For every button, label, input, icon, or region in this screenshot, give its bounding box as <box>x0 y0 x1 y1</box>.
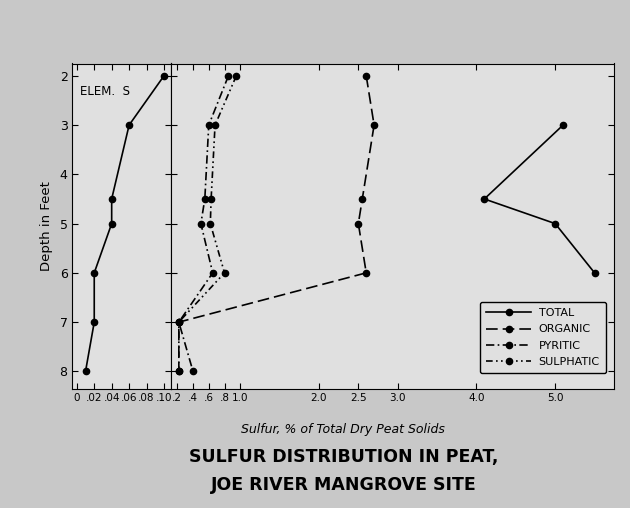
SULPHATIC <box>220 270 228 276</box>
Text: Sulfur, % of Total Dry Peat Solids: Sulfur, % of Total Dry Peat Solids <box>241 423 445 436</box>
SULPHATIC <box>207 196 215 202</box>
Y-axis label: Depth in Feet: Depth in Feet <box>40 181 53 271</box>
SULPHATIC <box>232 73 240 79</box>
PYRITIC <box>209 270 217 276</box>
Text: JOE RIVER MANGROVE SITE: JOE RIVER MANGROVE SITE <box>210 476 476 494</box>
SULPHATIC <box>207 220 214 227</box>
TOTAL <box>559 122 567 128</box>
Legend: TOTAL, ORGANIC, PYRITIC, SULPHATIC: TOTAL, ORGANIC, PYRITIC, SULPHATIC <box>480 302 607 373</box>
Line: TOTAL: TOTAL <box>481 122 598 276</box>
PYRITIC <box>205 122 212 128</box>
PYRITIC <box>197 220 205 227</box>
TOTAL <box>551 220 559 227</box>
TOTAL <box>591 270 598 276</box>
ORGANIC <box>370 122 378 128</box>
PYRITIC <box>189 368 197 374</box>
Line: ORGANIC: ORGANIC <box>176 73 377 374</box>
SULPHATIC <box>175 368 183 374</box>
Line: PYRITIC: PYRITIC <box>176 73 232 374</box>
ORGANIC <box>362 270 370 276</box>
SULPHATIC <box>175 319 183 325</box>
Line: SULPHATIC: SULPHATIC <box>176 73 239 374</box>
ORGANIC <box>175 319 183 325</box>
Text: ELEM.  S: ELEM. S <box>81 85 130 98</box>
Text: SULFUR DISTRIBUTION IN PEAT,: SULFUR DISTRIBUTION IN PEAT, <box>188 448 498 466</box>
TOTAL <box>481 196 488 202</box>
PYRITIC <box>225 73 232 79</box>
PYRITIC <box>201 196 209 202</box>
PYRITIC <box>175 319 183 325</box>
ORGANIC <box>358 196 366 202</box>
ORGANIC <box>362 73 370 79</box>
ORGANIC <box>175 368 183 374</box>
SULPHATIC <box>211 122 219 128</box>
ORGANIC <box>355 220 362 227</box>
